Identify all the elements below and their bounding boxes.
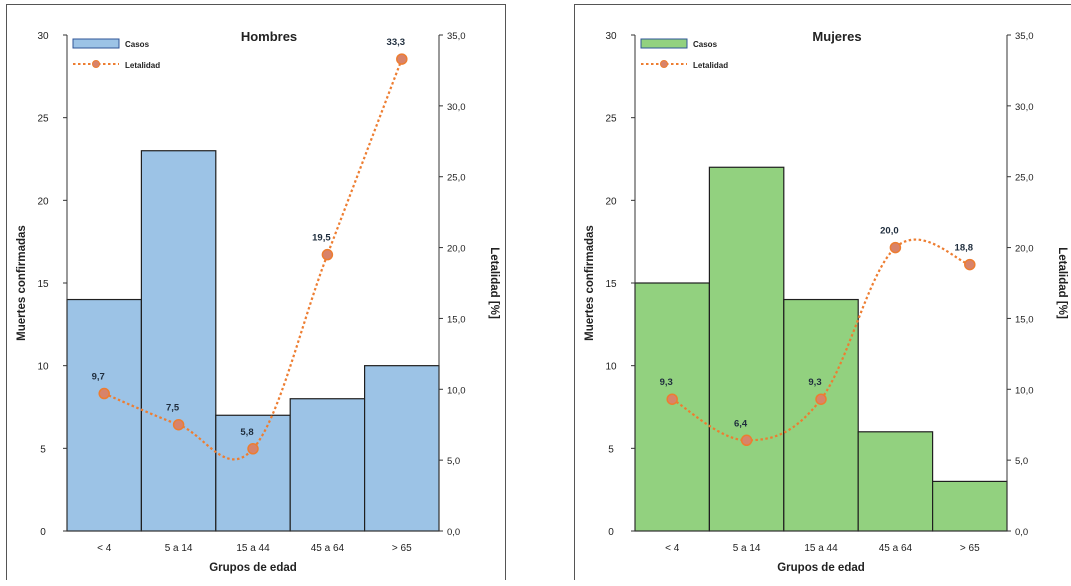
letalidad-point-4 [321, 248, 334, 261]
letalidad-data-label: 9,3 [660, 377, 673, 388]
category-label: > 65 [392, 543, 412, 554]
right-tick-label: 10,0 [1015, 385, 1034, 396]
bar-2 [140, 150, 217, 532]
bar-2 [708, 166, 785, 532]
y2-axis-title: Letalidad [%] [1056, 247, 1068, 319]
chart-panel-hombres: 0 5 10 15 20 25 30 0,0 5,0 10,0 15,0 20,0 25,0 30,0 35… [6, 4, 506, 580]
letalidad-data-label: 5,8 [240, 427, 253, 438]
left-tick-label: 0 [608, 527, 614, 538]
left-tick-label: 20 [605, 196, 617, 207]
legend-label-letalidad: Letalidad [693, 61, 728, 70]
category-label: 15 a 44 [804, 543, 838, 554]
x-axis-title: Grupos de edad [209, 562, 297, 574]
right-tick-label: 0,0 [1015, 527, 1028, 538]
left-tick-label: 10 [37, 362, 49, 373]
legend-swatch-casos [72, 38, 120, 49]
left-tick-label: 25 [605, 114, 617, 125]
right-tick-label: 0,0 [447, 527, 460, 538]
left-tick-label: 15 [37, 279, 49, 290]
bar-5 [364, 365, 440, 532]
letalidad-data-label: 18,8 [955, 243, 974, 254]
legend-swatch-casos [640, 38, 688, 49]
letalidad-point-1 [666, 393, 678, 405]
right-tick-label: 35,0 [1015, 31, 1034, 42]
left-tick-label: 30 [605, 31, 617, 42]
category-label: < 4 [665, 543, 680, 554]
y-axis-title: Muertes confirmadas [16, 225, 28, 341]
letalidad-point-3 [247, 443, 259, 455]
right-tick-label: 35,0 [447, 31, 466, 42]
right-tick-label: 15,0 [447, 314, 466, 325]
y-axis-title: Muertes confirmadas [584, 225, 596, 341]
left-tick-label: 0 [40, 527, 46, 538]
legend-label-casos: Casos [125, 40, 150, 49]
right-tick-label: 25,0 [447, 173, 466, 184]
chart-hombres: 0 5 10 15 20 25 30 0,0 5,0 10,0 15,0 20,0 25,0 30,0 35… [16, 29, 500, 574]
bar-3 [783, 298, 859, 532]
right-tick-label: 5,0 [1015, 456, 1028, 467]
legend-label-casos: Casos [693, 40, 718, 49]
letalidad-line [671, 238, 971, 442]
y2-axis-title: Letalidad [%] [488, 247, 500, 319]
bar-4 [289, 398, 366, 532]
bar-5 [932, 480, 1008, 532]
letalidad-data-label: 20,0 [880, 226, 899, 237]
left-tick-label: 15 [605, 279, 617, 290]
right-tick-label: 15,0 [1015, 314, 1034, 325]
letalidad-point-5 [396, 53, 408, 65]
category-label: < 4 [97, 543, 112, 554]
chart-title: Mujeres [812, 29, 861, 44]
left-tick-label: 20 [37, 196, 49, 207]
category-label: 5 a 14 [733, 543, 761, 554]
right-tick-label: 20,0 [447, 244, 466, 255]
category-label: 45 a 64 [311, 543, 345, 554]
chart-title: Hombres [241, 29, 297, 44]
right-tick-label: 25,0 [1015, 173, 1034, 184]
category-label: 15 a 44 [236, 543, 270, 554]
right-tick-label: 30,0 [447, 102, 466, 113]
letalidad-data-label: 9,7 [92, 372, 105, 383]
letalidad-point-2 [172, 418, 185, 431]
chart-mujeres: 0 5 10 15 20 25 30 0,0 5,0 10,0 15,0 20,0 25,0 30,0 35… [584, 29, 1068, 574]
left-tick-label: 5 [608, 444, 614, 455]
right-tick-label: 30,0 [1015, 102, 1034, 113]
x-axis-title: Grupos de edad [777, 562, 865, 574]
bar-1 [634, 282, 711, 532]
bar-3 [215, 414, 291, 532]
letalidad-data-label: 33,3 [387, 37, 406, 48]
right-tick-label: 10,0 [447, 385, 466, 396]
right-tick-label: 5,0 [447, 456, 460, 467]
category-label: 45 a 64 [879, 543, 913, 554]
letalidad-data-label: 7,5 [166, 403, 180, 414]
letalidad-point-1 [98, 387, 110, 400]
category-label: 5 a 14 [165, 543, 193, 554]
letalidad-point-5 [964, 258, 976, 271]
bar-1 [66, 298, 143, 532]
left-tick-label: 5 [40, 444, 46, 455]
chart-panel-mujeres: 0 5 10 15 20 25 30 0,0 5,0 10,0 15,0 20,0 25,0 30,0 35… [574, 4, 1071, 580]
letalidad-data-label: 6,4 [734, 418, 748, 429]
legend-label-letalidad: Letalidad [125, 61, 160, 70]
legend-marker-letalidad [660, 60, 668, 68]
left-tick-label: 30 [37, 31, 49, 42]
letalidad-data-label: 9,3 [808, 377, 821, 388]
left-tick-label: 25 [37, 114, 49, 125]
legend-marker-letalidad [92, 60, 100, 68]
category-label: > 65 [960, 543, 980, 554]
left-tick-label: 10 [605, 362, 617, 373]
letalidad-point-3 [815, 393, 827, 405]
letalidad-data-label: 19,5 [312, 233, 331, 244]
right-tick-label: 20,0 [1015, 244, 1034, 255]
letalidad-point-4 [889, 241, 902, 254]
bar-4 [857, 431, 934, 532]
letalidad-point-2 [740, 434, 753, 447]
